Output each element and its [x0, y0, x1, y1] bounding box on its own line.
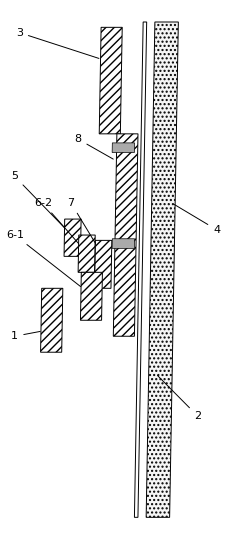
Polygon shape [41, 288, 63, 352]
Polygon shape [112, 143, 135, 153]
Polygon shape [64, 219, 81, 256]
Polygon shape [135, 22, 147, 517]
Text: 8: 8 [75, 134, 113, 159]
Polygon shape [80, 272, 102, 320]
Text: 5: 5 [11, 171, 64, 227]
Text: 6-2: 6-2 [34, 198, 79, 244]
Text: 1: 1 [11, 331, 40, 341]
Text: 2: 2 [157, 375, 201, 421]
Polygon shape [95, 240, 112, 288]
Text: 4: 4 [174, 205, 220, 235]
Text: 7: 7 [67, 198, 95, 244]
Polygon shape [112, 239, 135, 248]
Text: 6-1: 6-1 [6, 230, 81, 287]
Polygon shape [99, 27, 122, 134]
Polygon shape [113, 134, 138, 336]
Text: 3: 3 [16, 28, 99, 58]
Polygon shape [78, 235, 95, 272]
Polygon shape [146, 22, 178, 517]
